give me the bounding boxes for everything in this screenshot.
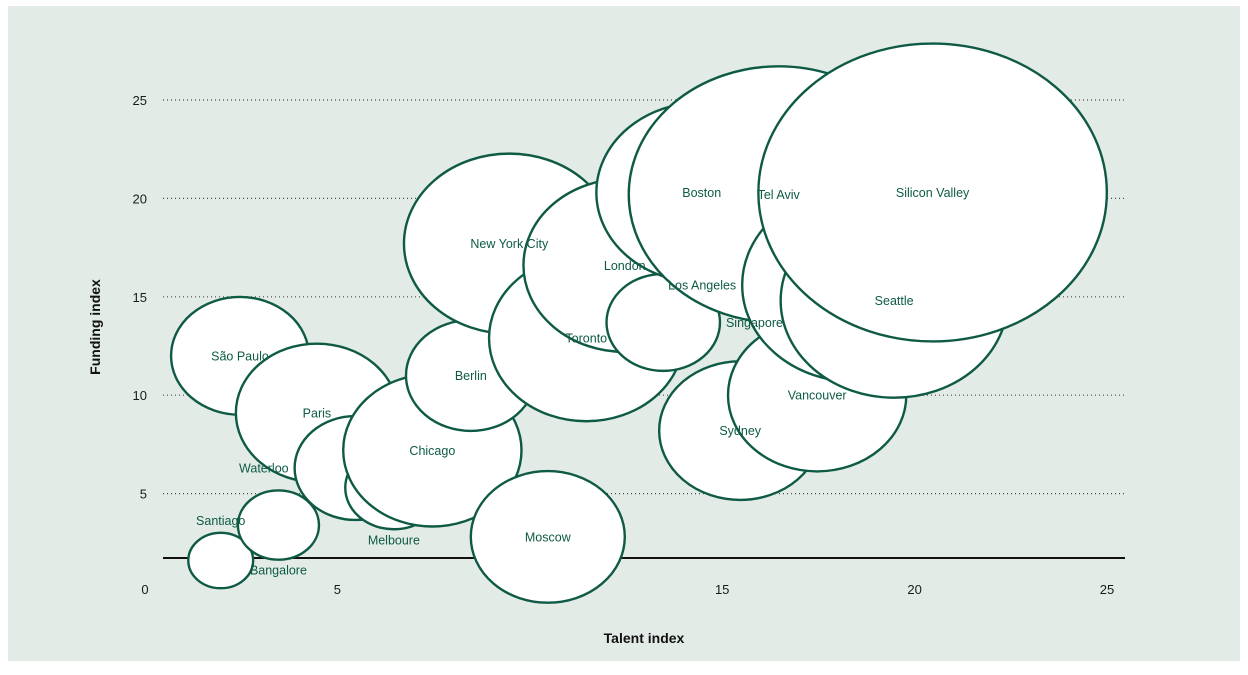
x-tick-label: 5 <box>334 582 341 597</box>
bubble <box>236 489 321 561</box>
bubble-label: Chicago <box>409 444 455 458</box>
bubble-label: Silicon Valley <box>896 186 970 200</box>
bubble-label: Melboure <box>368 533 420 547</box>
bubble-label: Vancouver <box>788 389 847 403</box>
y-tick-label: 20 <box>133 191 147 206</box>
y-tick-label: 10 <box>133 388 147 403</box>
bubble-label: Moscow <box>525 530 572 544</box>
bubble-label: Waterloo <box>239 462 289 476</box>
bubble <box>187 531 255 590</box>
bubble-label: Sydney <box>719 424 761 438</box>
bubble-label: Tel Aviv <box>758 188 801 202</box>
bubble-label: Los Angeles <box>668 278 736 292</box>
y-axis-title: Funding index <box>87 279 103 375</box>
bubble-label: New York City <box>470 237 549 251</box>
bubble-label: Singapore <box>726 316 783 330</box>
bubble-label: Santiago <box>196 514 245 528</box>
x-tick-labels: 0510152025 <box>141 582 1114 597</box>
bubble-label: Bangalore <box>250 564 307 578</box>
y-tick-labels: 5 10 15 20 25 <box>133 93 147 502</box>
bubbles <box>169 42 1109 604</box>
bubble-label: London <box>604 259 646 273</box>
x-tick-label: 0 <box>141 582 148 597</box>
y-tick-label: 25 <box>133 93 147 108</box>
bubble <box>757 42 1109 343</box>
bubble-label: Boston <box>682 186 721 200</box>
bubble-label: Seattle <box>875 294 914 308</box>
bubble-labels: Santiago Bangalore São Paulo Paris Waterloo M… <box>196 186 970 578</box>
x-tick-label: 15 <box>715 582 729 597</box>
bubble <box>469 469 626 604</box>
x-tick-label: 20 <box>907 582 921 597</box>
bubble-label: São Paulo <box>211 349 269 363</box>
y-tick-label: 5 <box>140 487 147 502</box>
y-tick-label: 15 <box>133 290 147 305</box>
x-tick-label: 25 <box>1100 582 1114 597</box>
bubble-label: Berlin <box>455 369 487 383</box>
x-axis-title: Talent index <box>604 630 685 646</box>
bubble-label: Toronto <box>565 332 607 346</box>
bubble-label: Paris <box>303 406 331 420</box>
